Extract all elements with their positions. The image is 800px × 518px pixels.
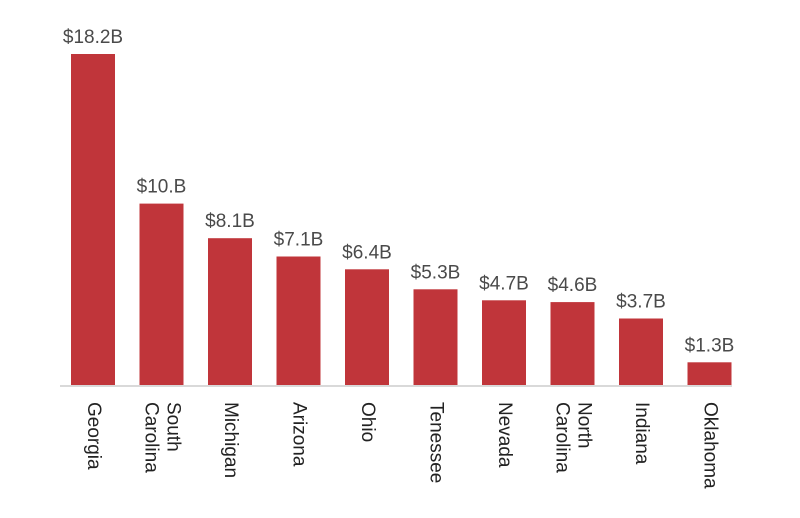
bar (276, 256, 321, 386)
bar (550, 302, 595, 386)
category-label: Indiana (631, 402, 652, 465)
value-labels-group: $18.2B $10.B $8.1B $7.1B $6.4B $5.3B $4.7B $4.6… (63, 27, 734, 356)
bar-value-label: $4.7B (479, 273, 529, 294)
bar-value-label: $1.3B (685, 335, 735, 356)
category-label-line: Ohio (357, 402, 378, 442)
category-label-line: Carolina (140, 402, 161, 473)
bar (413, 289, 458, 386)
category-label-line: Indiana (631, 402, 652, 465)
bar-value-label: $7.1B (274, 230, 324, 251)
bar (687, 362, 732, 386)
category-label-line: Tenessee (425, 402, 446, 483)
category-label-line: Arizona (288, 402, 309, 467)
category-label-line: North (573, 402, 594, 448)
category-label-line: Oklahoma (699, 402, 720, 489)
bar-value-label: $3.7B (616, 292, 666, 313)
category-label: Michigan (220, 402, 241, 478)
bar-value-label: $8.1B (205, 211, 255, 232)
category-label-line: Georgia (83, 402, 104, 470)
category-label: Nevada (494, 402, 515, 468)
bar (619, 318, 663, 386)
bar-value-label: $10.B (137, 177, 187, 198)
bar (71, 54, 115, 386)
bar (345, 269, 389, 386)
bar (482, 300, 526, 386)
category-label-line: Carolina (551, 402, 572, 473)
category-label: Ohio (357, 402, 378, 442)
category-label: Tenessee (425, 402, 446, 483)
category-label: Arizona (288, 402, 309, 467)
category-label-line: South (162, 402, 183, 452)
bar-value-label: $4.6B (548, 275, 598, 296)
bars-group (71, 54, 732, 386)
bar-value-label: $5.3B (411, 262, 461, 283)
bar (139, 203, 184, 386)
bar (208, 238, 252, 386)
bar-value-label: $18.2B (63, 27, 123, 48)
category-label: Oklahoma (699, 402, 720, 489)
bar-value-label: $6.4B (342, 242, 392, 263)
category-label: Georgia (83, 402, 104, 470)
category-label-line: Michigan (220, 402, 241, 478)
category-label-line: Nevada (494, 402, 515, 468)
